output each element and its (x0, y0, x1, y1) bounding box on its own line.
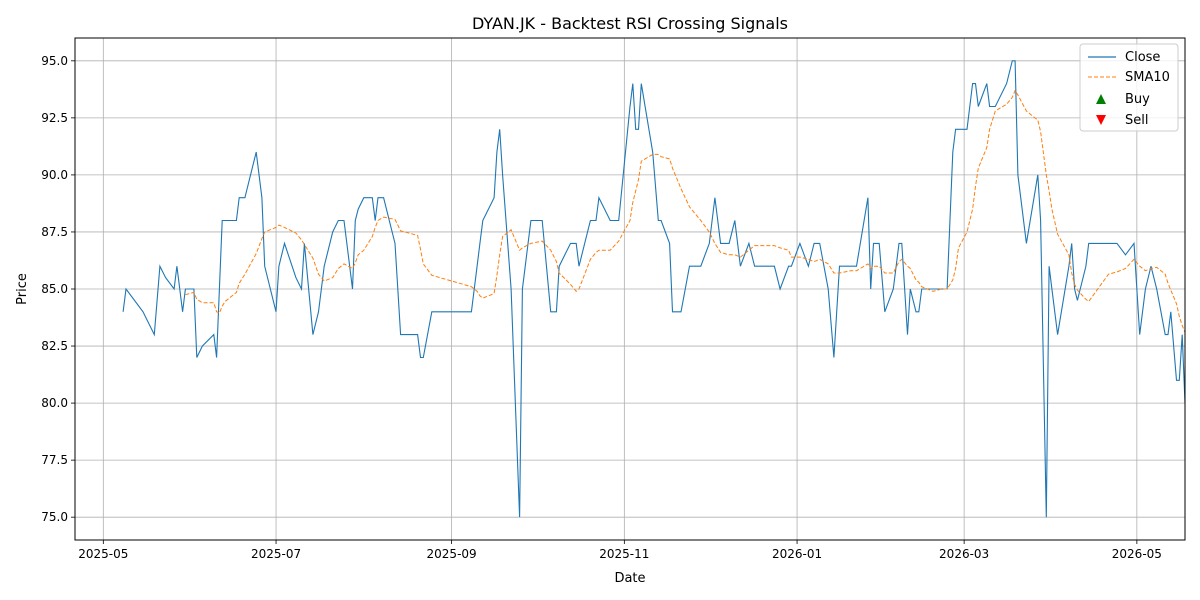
x-tick-label: 2026-05 (1112, 547, 1162, 561)
y-tick-label: 85.0 (41, 282, 68, 296)
close-series-line (122, 60, 1186, 518)
plot-area (122, 60, 1186, 518)
x-tick-label: 2025-09 (427, 547, 477, 561)
legend-box (1079, 43, 1179, 132)
y-axis-label: Price (15, 273, 30, 305)
x-tick-label: 2025-07 (251, 547, 301, 561)
y-tick-label: 87.5 (41, 225, 68, 239)
x-axis: 2025-05 2025-07 2025-09 2025-11 2026-01 2026-… (78, 540, 1162, 561)
y-axis: 75.0 77.5 80.0 82.5 85.0 87.5 90.0 92.5 95.0 (41, 54, 75, 524)
sma10-series-line (185, 89, 1186, 333)
legend-sma10-label: SMA10 (1125, 70, 1170, 85)
y-tick-label: 92.5 (41, 111, 68, 125)
x-tick-label: 2026-01 (772, 547, 822, 561)
x-tick-label: 2025-11 (599, 547, 649, 561)
chart-title: DYAN.JK - Backtest RSI Crossing Signals (472, 14, 788, 33)
y-tick-label: 80.0 (41, 396, 68, 410)
legend: Close SMA10 Buy Sell (1079, 43, 1179, 132)
x-tick-label: 2026-03 (939, 547, 989, 561)
x-axis-label: Date (614, 571, 645, 586)
legend-buy-label: Buy (1125, 92, 1150, 107)
legend-sell-label: Sell (1125, 113, 1148, 128)
x-tick-label: 2025-05 (78, 547, 128, 561)
y-tick-label: 77.5 (41, 453, 68, 467)
y-tick-label: 95.0 (41, 54, 68, 68)
legend-close-label: Close (1125, 50, 1160, 65)
legend-sell-marker (1096, 115, 1106, 125)
y-tick-label: 90.0 (41, 168, 68, 182)
y-tick-label: 82.5 (41, 339, 68, 353)
y-tick-label: 75.0 (41, 510, 68, 524)
grid (75, 38, 1185, 540)
legend-buy-marker (1096, 94, 1106, 104)
